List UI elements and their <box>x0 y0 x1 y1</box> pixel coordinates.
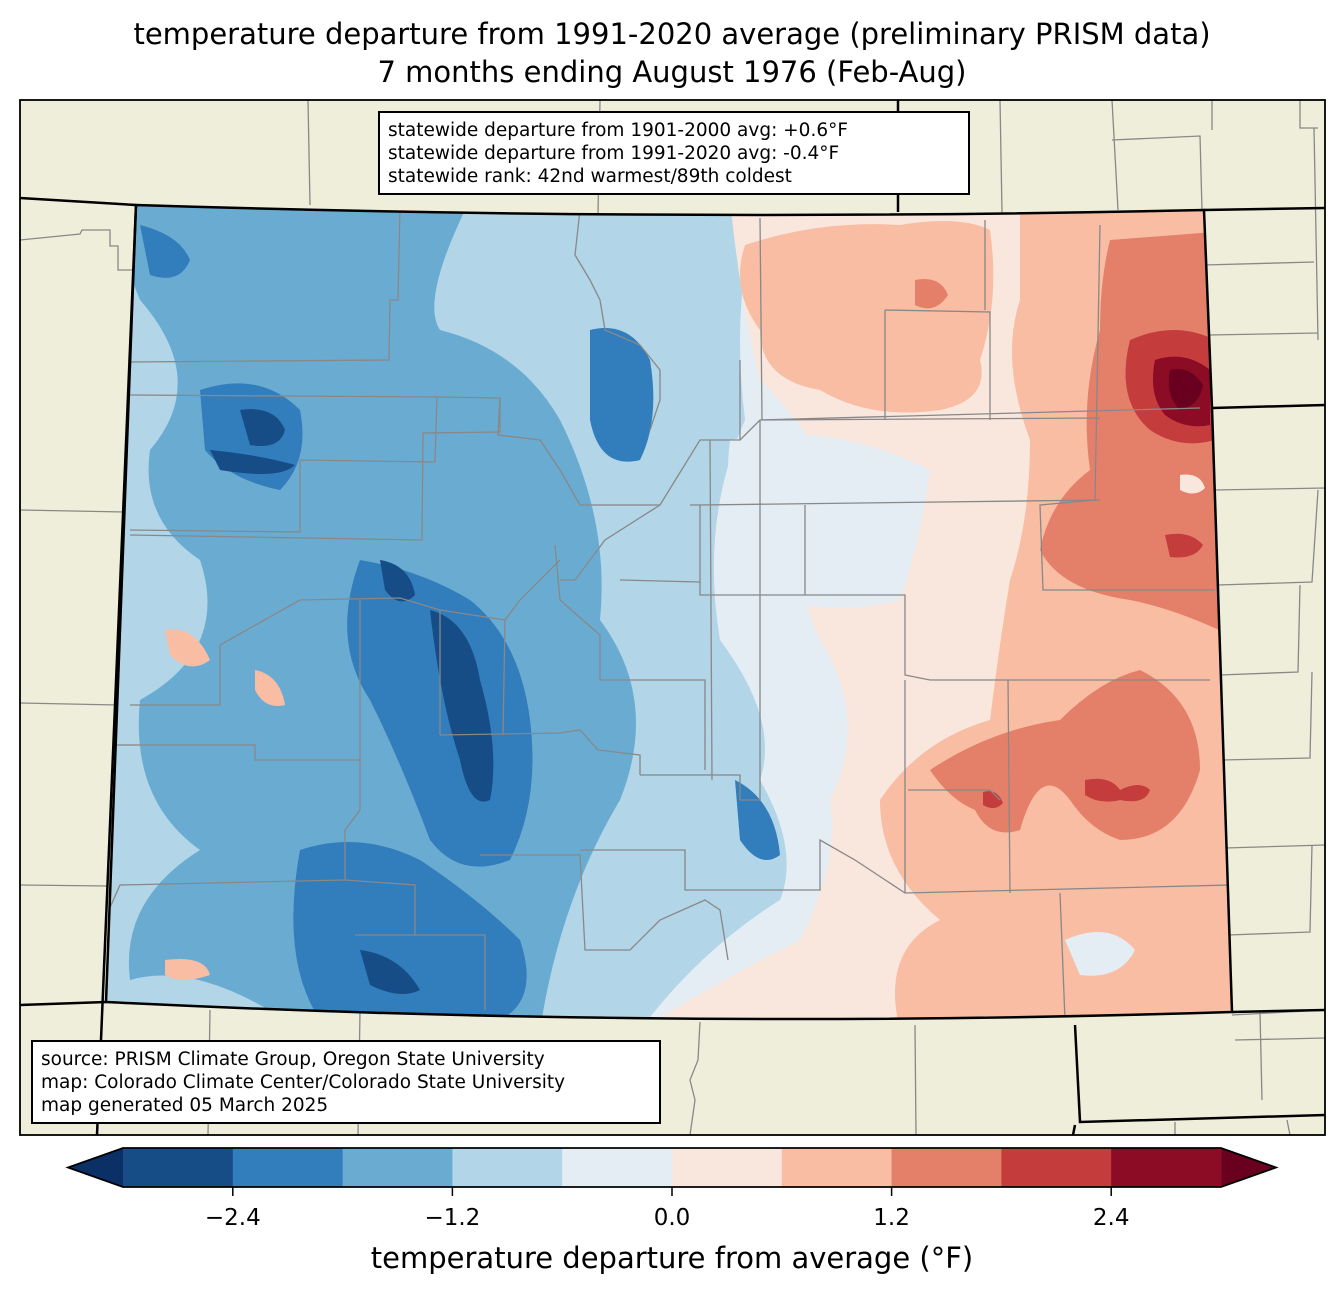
colorbar-outline <box>65 1147 1279 1188</box>
contour-nw-coldest <box>240 409 285 446</box>
colorbar-label: temperature departure from average (°F) <box>370 1241 974 1275</box>
stats-line-rank: statewide rank: 42nd warmest/89th coldes… <box>388 166 792 187</box>
map-title-line-2: 7 months ending August 1976 (Feb-Aug) <box>377 55 967 89</box>
contour-east-hot-spot <box>1165 533 1203 558</box>
contour-nw-coldest-2 <box>210 450 295 474</box>
colorbar-tick-label: −1.2 <box>424 1205 481 1231</box>
colorbar-bin-0 <box>123 1148 234 1187</box>
colorbar-bin-8 <box>1001 1148 1112 1187</box>
contour-sj-coldest <box>360 950 420 994</box>
state-borders <box>19 100 1326 1136</box>
contour-nw-blue <box>140 210 420 340</box>
stats-line-1991-2020: statewide departure from 1991-2020 avg: … <box>388 143 840 164</box>
stats-line-1901-2000: statewide departure from 1901-2000 avg: … <box>388 120 848 141</box>
contour-central-coldest <box>430 610 494 802</box>
colorbar-bin-7 <box>891 1148 1002 1187</box>
colorbar-bin-4 <box>562 1148 673 1187</box>
credits-box: source: PRISM Climate Group, Oregon Stat… <box>31 1040 661 1124</box>
colorbar-bin-2 <box>342 1148 453 1187</box>
colorbar-tick-label: −2.4 <box>204 1205 261 1231</box>
colorbar-under-arrow <box>68 1148 123 1187</box>
contour-sw-warm-spot <box>165 959 210 980</box>
contour-west-warm-spot-1 <box>165 629 210 667</box>
contour-nw-corner-cold <box>140 225 190 278</box>
colorbar-tick-label: 0.0 <box>653 1205 691 1231</box>
wyoming-utah-border <box>19 196 137 207</box>
contour-se-hot-spot-1 <box>983 791 1003 809</box>
colorbar-bin-1 <box>232 1148 344 1187</box>
colorbar-tick-label: 2.4 <box>1092 1205 1130 1231</box>
colorbar-over-arrow <box>1221 1148 1276 1187</box>
colorbar-bin-5 <box>672 1148 783 1187</box>
colorbar-bin-6 <box>781 1148 893 1187</box>
contour-se-cool-pocket <box>1065 932 1135 976</box>
credit-source: source: PRISM Climate Group, Oregon Stat… <box>41 1049 545 1070</box>
temperature-field <box>106 205 1232 1020</box>
map-title-line-1: temperature departure from 1991-2020 ave… <box>133 17 1211 51</box>
contour-northeast-warm <box>740 221 994 413</box>
contour-front-range-cool-pocket <box>728 434 930 608</box>
colorado-county-lines <box>106 207 1231 1020</box>
contour-west-warm-spot-2 <box>255 670 285 706</box>
contour-ne-warm-spot <box>915 279 948 309</box>
credit-generated-date: map generated 05 March 2025 <box>41 1095 329 1116</box>
credit-map: map: Colorado Climate Center/Colorado St… <box>41 1072 566 1093</box>
colorbar <box>65 1147 1279 1196</box>
contour-central-coldest-2 <box>380 560 415 602</box>
contour-northcentral-cold <box>590 328 654 462</box>
colorbar-bin-9 <box>1111 1148 1222 1187</box>
contour-ne-hottest-core <box>1168 369 1203 410</box>
contour-east-cool-spot <box>1180 474 1205 494</box>
statewide-stats-box: statewide departure from 1901-2000 avg: … <box>378 111 970 195</box>
map-frame <box>19 99 1326 1136</box>
colorbar-bin-3 <box>452 1148 563 1187</box>
contour-se-hot-spot-2 <box>1085 778 1150 802</box>
colorbar-tick-label: 1.2 <box>873 1205 910 1231</box>
contour-san-juans-cold <box>293 842 527 1020</box>
